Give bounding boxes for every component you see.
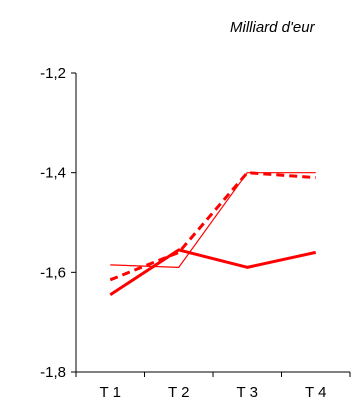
y-tick-label: -1,4 <box>40 165 66 182</box>
series-line-3 <box>110 172 316 268</box>
x-tick-label: T 3 <box>237 384 258 401</box>
y-tick-label: -1,2 <box>40 65 66 82</box>
unit-label: Milliard d'eur <box>230 19 316 36</box>
series-line-2 <box>109 171 316 282</box>
x-tick-label: T 2 <box>168 384 189 401</box>
y-tick-label: -1,8 <box>40 364 66 381</box>
chart-series <box>109 171 317 297</box>
series-line-1 <box>109 248 317 297</box>
chart-axes: -1,2 -1,4 -1,6 -1,8 T 1 T 2 T 3 T 4 <box>40 65 351 401</box>
x-tick-label: T 1 <box>100 384 121 401</box>
x-tick-label: T 4 <box>305 384 326 401</box>
y-tick-label: -1,6 <box>40 264 66 281</box>
